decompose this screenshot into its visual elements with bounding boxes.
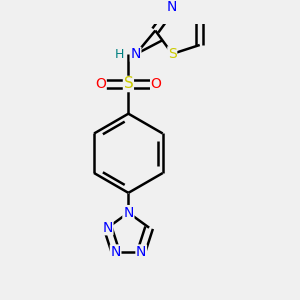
Text: N: N	[167, 0, 178, 14]
Text: S: S	[124, 76, 133, 92]
Text: O: O	[95, 77, 106, 91]
Text: N: N	[110, 245, 121, 259]
Text: N: N	[130, 47, 141, 61]
Text: O: O	[151, 77, 162, 91]
Text: N: N	[103, 221, 113, 235]
Text: N: N	[123, 206, 134, 220]
Text: H: H	[114, 48, 124, 61]
Text: S: S	[168, 47, 177, 61]
Text: N: N	[136, 245, 146, 259]
Text: N: N	[123, 208, 134, 222]
